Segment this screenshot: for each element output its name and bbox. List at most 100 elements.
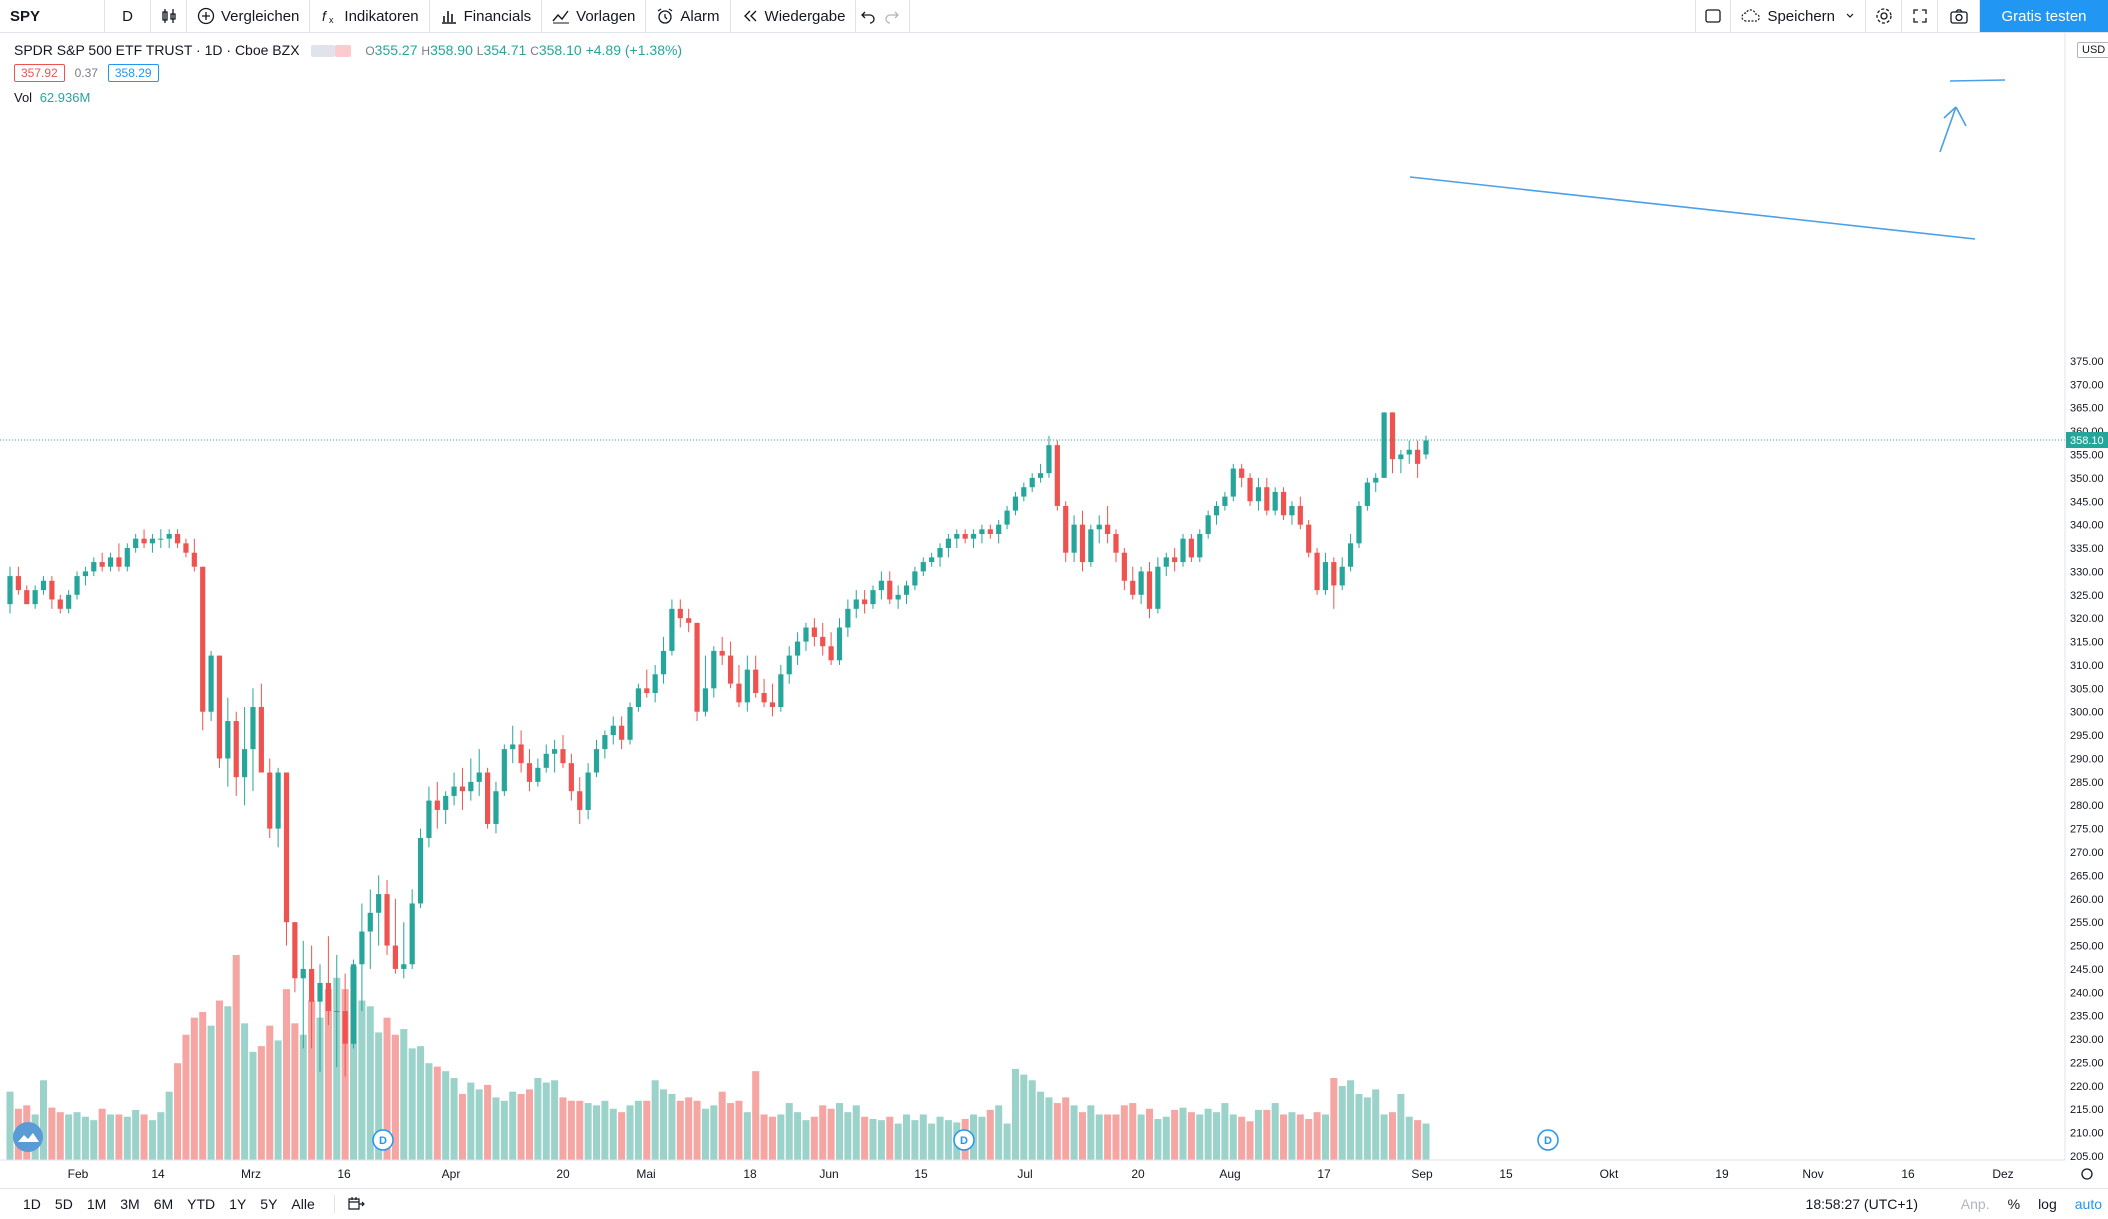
volume-bar (1254, 1109, 1262, 1160)
volume-label: Vol (14, 90, 33, 105)
volume-bar (835, 1103, 844, 1160)
price-tick-label: 285.00 (2070, 777, 2104, 789)
log-toggle[interactable]: log (2038, 1196, 2057, 1212)
layout-button[interactable] (1695, 0, 1732, 32)
range-button[interactable]: Alle (291, 1196, 315, 1212)
dividend-marker[interactable]: D (953, 1129, 975, 1151)
candle-body (727, 655, 734, 684)
candle-body (619, 725, 625, 740)
layout-square-icon (1705, 9, 1722, 23)
candle-body (468, 781, 474, 792)
candle-body (325, 982, 331, 1012)
candle-body (912, 571, 918, 586)
candle-body (1213, 505, 1220, 516)
market-status-icon[interactable] (335, 45, 352, 58)
candle-body (686, 618, 692, 623)
price-tick-label: 310.00 (2070, 660, 2104, 672)
settings-button[interactable] (1866, 0, 1902, 32)
price-axis[interactable]: 375.00370.00365.00360.00355.00350.00345.… (2070, 356, 2104, 1163)
volume-bar (1112, 1114, 1120, 1160)
time-tick-label: Dez (1992, 1167, 2013, 1181)
templates-button[interactable]: Vorlagen (542, 0, 647, 32)
snapshot-button[interactable] (1938, 0, 1980, 32)
volume-bar (174, 1063, 182, 1160)
range-button[interactable]: YTD (187, 1196, 216, 1212)
currency-label[interactable]: USD (2077, 42, 2108, 58)
clock[interactable]: 18:58:27 (UTC+1) (1805, 1196, 1918, 1212)
candle-body (225, 721, 231, 759)
candle-body (1029, 477, 1035, 488)
dividend-marker[interactable]: D (1537, 1129, 1559, 1151)
candle-body (635, 688, 641, 708)
compare-button[interactable]: Vergleichen (187, 0, 311, 32)
volume-bar (693, 1100, 701, 1160)
price-chart[interactable]: D D D 375.00370.00365.00360.00355.00350.00… (0, 0, 2108, 1188)
save-button[interactable]: Speichern (1731, 0, 1866, 32)
axis-settings-button[interactable] (2081, 1168, 2093, 1180)
volume-legend: Vol 62.936M (14, 90, 682, 105)
price-tick-label: 275.00 (2070, 824, 2104, 836)
time-tick-label: 18 (743, 1167, 757, 1181)
interval-button[interactable]: D (105, 0, 151, 32)
range-button[interactable]: 6M (153, 1196, 174, 1212)
ask-price[interactable]: 358.29 (107, 64, 159, 82)
redo-button[interactable] (880, 0, 911, 32)
price-tick-label: 250.00 (2070, 941, 2104, 953)
gear-icon (1875, 8, 1892, 24)
auto-toggle[interactable]: auto (2074, 1196, 2102, 1212)
price-tick-label: 330.00 (2070, 566, 2104, 578)
resistance-trendline[interactable] (1409, 176, 1976, 240)
volume-bar (1145, 1108, 1154, 1160)
volume-bar (894, 1123, 902, 1160)
goto-date-icon[interactable] (347, 1196, 365, 1212)
financials-button[interactable]: Financials (430, 0, 543, 32)
range-button[interactable]: 5Y (260, 1196, 278, 1212)
volume-bar (727, 1103, 735, 1160)
volume-bar (567, 1100, 575, 1160)
percent-toggle[interactable]: % (2007, 1196, 2021, 1212)
volume-bar (810, 1116, 818, 1160)
hide-icon[interactable] (311, 45, 336, 58)
volume-bar (1380, 1114, 1388, 1160)
range-button[interactable]: 1D (23, 1196, 41, 1212)
time-axis[interactable]: Feb 14 Mrz 16 Apr 20 Mai 18 Jun 15 Jul 20 Aug 17 Sep 15… (68, 1167, 2014, 1181)
fullscreen-button[interactable] (1902, 0, 1938, 32)
undo-button[interactable] (856, 0, 880, 32)
alert-button[interactable]: Alarm (646, 0, 731, 32)
range-button[interactable]: 3M (120, 1196, 140, 1212)
candle-body (1105, 524, 1111, 534)
candle-body (501, 749, 507, 792)
volume-bar (1028, 1080, 1036, 1160)
time-tick-label: 15 (1499, 1167, 1513, 1181)
free-trial-button[interactable]: Gratis testen (1980, 0, 2108, 32)
candle-body (1339, 566, 1345, 586)
range-selector: 1D 5D 1M 3M 6M YTD 1Y 5Y Alle (16, 1196, 322, 1212)
candle-body (384, 894, 390, 946)
price-tick-label: 345.00 (2070, 496, 2104, 508)
volume-bar (182, 1034, 190, 1160)
candle-body (820, 636, 826, 647)
candle-body (367, 912, 373, 932)
symbol-search[interactable]: SPY (0, 0, 105, 32)
dividend-marker[interactable]: D (372, 1129, 394, 1151)
symbol-title[interactable]: SPDR S&P 500 ETF TRUST · 1D · Cboe BZX (14, 42, 300, 58)
candle-body (258, 707, 264, 773)
candle-body (828, 646, 834, 661)
range-button[interactable]: 1M (86, 1196, 107, 1212)
range-button[interactable]: 5D (54, 1196, 73, 1212)
price-tick-label: 260.00 (2070, 894, 2104, 906)
volume-bar (190, 1017, 198, 1160)
chart-type-button[interactable] (151, 0, 187, 32)
candle-body (183, 543, 189, 553)
adjust-toggle[interactable]: Anp. (1960, 1196, 1990, 1212)
replay-button[interactable]: Wiedergabe (731, 0, 857, 32)
range-button[interactable]: 1Y (229, 1196, 247, 1212)
projection-arrow[interactable] (1939, 106, 1967, 153)
volume-bar (827, 1108, 835, 1160)
target-line[interactable] (1949, 79, 2006, 82)
bid-price[interactable]: 357.92 (14, 64, 65, 82)
volume-bars (6, 955, 1430, 1160)
candle-body (1079, 524, 1086, 563)
volume-bar (249, 1051, 257, 1160)
